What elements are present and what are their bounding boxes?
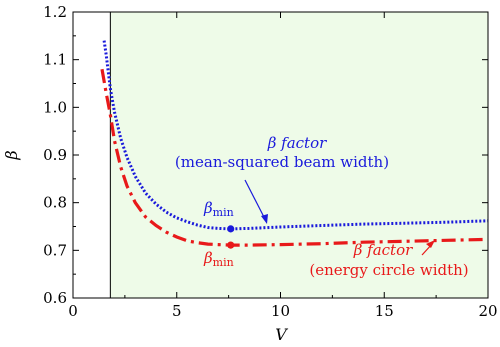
series-line-mean-squared <box>102 40 489 231</box>
blue-annotation-arrow <box>244 179 267 222</box>
y-tick-label: 0.9 <box>43 146 67 164</box>
plot-area <box>109 12 488 298</box>
y-tick-label: 0.7 <box>43 241 67 259</box>
series-layer <box>100 40 489 247</box>
red-min-label: βmin <box>203 249 234 269</box>
x-tick-label: 20 <box>478 302 497 320</box>
x-tick-label: 15 <box>375 302 394 320</box>
marker-layer <box>227 225 235 249</box>
shaded-region <box>110 12 488 298</box>
blue-arrowhead <box>261 214 268 224</box>
y-tick-label: 1.0 <box>43 98 67 116</box>
red-annotation-detail: (energy circle width) <box>309 261 468 279</box>
y-tick-label: 0.6 <box>43 289 67 307</box>
blue-annotation-detail: (mean-squared beam width) <box>175 153 389 171</box>
blue-min-marker <box>227 225 235 233</box>
x-axis-title: V <box>275 325 288 344</box>
red-annotation-title: β factor <box>353 241 413 259</box>
y-tick-label: 0.8 <box>43 194 67 212</box>
x-tick-label: 0 <box>68 302 78 320</box>
blue-annotation-title: β factor <box>267 134 327 152</box>
blue-min-label: βmin <box>203 199 234 219</box>
x-tick-label: 10 <box>271 302 290 320</box>
series-line-energy-circle <box>100 68 489 247</box>
x-tick-label: 5 <box>172 302 182 320</box>
red-arrowhead <box>426 240 435 248</box>
axes: 0 5 10 15 20 0.6 0.7 0.8 0.9 1.0 1.1 1.2 <box>43 3 497 320</box>
y-tick-label: 1.1 <box>43 51 67 69</box>
y-tick-label: 1.2 <box>43 3 67 21</box>
y-axis-title: β <box>2 150 21 160</box>
red-min-marker <box>227 241 235 249</box>
